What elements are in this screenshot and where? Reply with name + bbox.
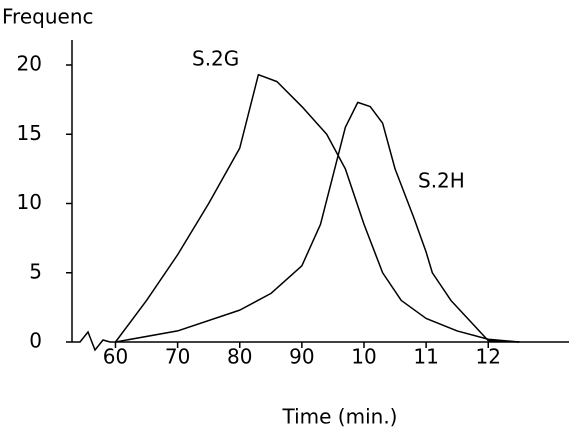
series-line [115, 101, 520, 343]
x-tick-label: 12 [476, 345, 501, 369]
y-tick-label: 20 [17, 52, 42, 76]
y-tick-label: 5 [29, 259, 42, 283]
y-tick-label: 0 [29, 329, 42, 353]
series-label: S.2H [418, 169, 465, 193]
x-tick-label: 70 [165, 345, 190, 369]
y-axis-label: Frequenc [2, 5, 93, 29]
x-axis-label: Time (min.) [282, 405, 398, 429]
x-tick-label: 11 [413, 345, 438, 369]
y-tick-label: 15 [17, 121, 42, 145]
x-tick-label: 60 [103, 345, 128, 369]
x-tick-label: 10 [351, 345, 376, 369]
y-tick-label: 10 [17, 190, 42, 214]
series-label: S.2G [192, 47, 239, 71]
axis-break [72, 330, 111, 352]
x-tick-label: 90 [289, 345, 314, 369]
series-line [114, 73, 520, 343]
x-tick-label: 80 [227, 345, 252, 369]
